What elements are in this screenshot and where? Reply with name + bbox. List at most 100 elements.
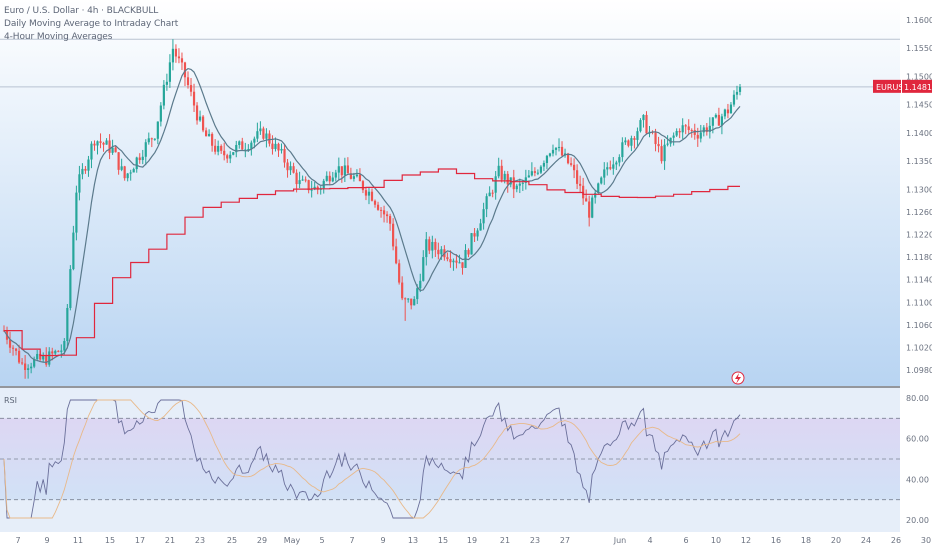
candle-body xyxy=(247,148,250,150)
x-tick-label: 9 xyxy=(380,536,385,545)
candle-body xyxy=(422,257,425,281)
candle-body xyxy=(45,355,48,365)
candle-body xyxy=(485,196,488,210)
candle-body xyxy=(536,172,540,174)
candle-body xyxy=(75,192,78,233)
candle-body xyxy=(217,145,220,152)
candle-body xyxy=(431,241,434,251)
x-tick-label: 29 xyxy=(257,536,267,545)
candle-body xyxy=(8,339,12,348)
candle-body xyxy=(352,176,356,179)
y-tick-label: 1.10200 xyxy=(906,343,932,352)
candle-body xyxy=(20,362,24,364)
candle-body xyxy=(174,48,178,57)
candle-body xyxy=(81,168,84,175)
x-tick-label: 7 xyxy=(349,536,354,545)
candle-body xyxy=(669,137,672,144)
rsi-label: RSI xyxy=(4,396,17,405)
candle-body xyxy=(244,149,247,151)
x-tick-label: 23 xyxy=(530,536,540,545)
candle-body xyxy=(265,133,268,139)
x-tick-label: 24 xyxy=(861,536,871,545)
candle-body xyxy=(663,144,666,162)
x-tick-label: 18 xyxy=(801,536,811,545)
candle-body xyxy=(120,166,123,170)
candle-body xyxy=(657,144,660,147)
candle-body xyxy=(289,166,292,171)
candle-body xyxy=(425,239,428,258)
x-tick-label: 10 xyxy=(711,536,721,545)
candle-body xyxy=(226,155,229,159)
rsi-signal-line xyxy=(3,399,741,519)
candle-body xyxy=(201,116,205,131)
candle-body xyxy=(585,198,588,202)
candle-body xyxy=(708,125,711,132)
candle-body xyxy=(729,104,733,114)
candle-body xyxy=(542,163,546,167)
candle-body xyxy=(114,147,117,153)
candle-body xyxy=(404,298,407,300)
candle-body xyxy=(437,249,440,255)
candle-body xyxy=(250,142,253,149)
x-tick-label: 5 xyxy=(319,536,324,545)
candle-body xyxy=(521,182,524,184)
rsi-y-tick: 20.00 xyxy=(906,516,929,525)
candle-body xyxy=(69,269,72,308)
x-tick-label: 30 xyxy=(921,536,931,545)
candle-body xyxy=(458,262,461,264)
candle-body xyxy=(395,246,398,264)
candle-body xyxy=(183,62,187,78)
candle-body xyxy=(382,210,386,215)
candle-body xyxy=(208,133,211,137)
candle-body xyxy=(66,307,69,341)
lightning-icon-bolt xyxy=(735,373,741,384)
candle-body xyxy=(588,201,591,218)
candle-body xyxy=(621,142,624,158)
candle-body xyxy=(690,130,693,132)
candle-body xyxy=(524,177,527,183)
candle-body xyxy=(518,183,521,186)
candle-body xyxy=(440,249,443,255)
x-tick-label: 9 xyxy=(44,536,49,545)
candle-body xyxy=(500,165,503,180)
candle-body xyxy=(702,127,705,133)
rsi-y-tick: 80.00 xyxy=(906,394,929,403)
candle-body xyxy=(57,350,60,352)
x-tick-label: 7 xyxy=(15,536,20,545)
candle-body xyxy=(156,121,159,139)
candle-body xyxy=(72,232,75,270)
x-tick-label: May xyxy=(284,536,301,545)
candle-body xyxy=(494,176,497,193)
candle-body xyxy=(600,177,603,184)
candle-body xyxy=(14,348,18,351)
candle-body xyxy=(223,150,226,156)
candle-body xyxy=(720,116,724,126)
candle-body xyxy=(388,216,392,224)
x-tick-label: 23 xyxy=(195,536,205,545)
candle-body xyxy=(738,86,742,92)
candle-body xyxy=(503,173,506,180)
candle-body xyxy=(259,128,262,132)
candle-body xyxy=(138,157,141,161)
candle-body xyxy=(301,179,304,181)
candle-body xyxy=(473,233,476,237)
candle-body xyxy=(147,138,150,143)
candle-body xyxy=(358,174,362,182)
candle-body xyxy=(675,130,678,136)
candle-body xyxy=(654,132,657,145)
candle-body xyxy=(416,288,419,300)
candle-body xyxy=(410,298,413,306)
candle-body xyxy=(238,141,241,146)
candle-body xyxy=(180,58,184,63)
x-tick-label: Jun xyxy=(613,536,627,545)
candle-body xyxy=(361,181,365,191)
candle-body xyxy=(111,147,114,153)
candle-body xyxy=(310,189,313,191)
y-tick-label: 1.10600 xyxy=(906,321,932,330)
candle-body xyxy=(298,180,301,185)
candle-body xyxy=(434,241,437,250)
candle-body xyxy=(54,350,57,354)
candle-body xyxy=(87,159,90,171)
